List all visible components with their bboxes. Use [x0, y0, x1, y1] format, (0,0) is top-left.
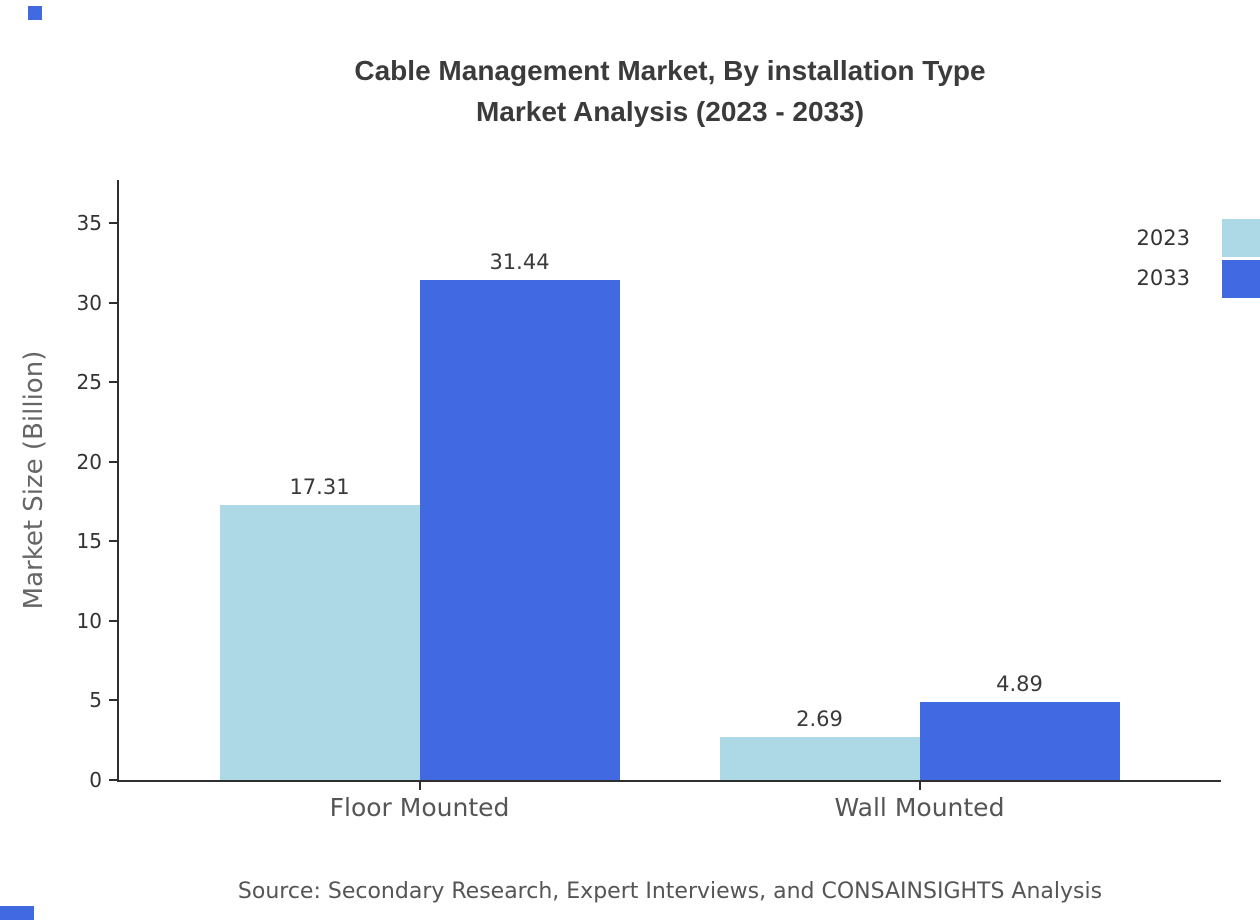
x-tick	[418, 782, 421, 790]
y-tick-label: 10	[76, 608, 102, 633]
y-tick	[109, 779, 117, 781]
watermark-corner-bottom-left	[0, 906, 34, 920]
y-tick-label: 25	[76, 370, 102, 395]
source-note: Source: Secondary Research, Expert Inter…	[237, 879, 1103, 904]
bar-value-label: 17.31	[289, 474, 350, 499]
x-tick	[918, 782, 921, 790]
x-axis-line	[117, 780, 1221, 782]
y-tick-label: 20	[76, 449, 102, 474]
y-tick-label: 30	[76, 290, 102, 315]
bar-value-label: 31.44	[489, 249, 550, 274]
y-tick-label: 35	[76, 211, 102, 235]
chart-title-line-1: Cable Management Market, By installation…	[354, 55, 986, 86]
y-tick	[109, 222, 117, 224]
bar-2033-floor-mounted	[419, 279, 620, 780]
y-tick	[109, 301, 117, 304]
legend-label-2033: 2033	[1136, 266, 1190, 290]
bar-2033-wall-mounted	[919, 702, 1120, 780]
y-tick-label: 0	[89, 768, 102, 792]
y-axis-line	[117, 180, 119, 782]
y-tick	[109, 619, 117, 622]
watermark-corner-top-left	[28, 6, 42, 20]
bar-2023-wall-mounted	[719, 737, 920, 780]
y-tick	[109, 540, 117, 543]
legend-swatch-2033	[1222, 260, 1260, 298]
chart-title-line-2: Market Analysis (2023 - 2033)	[475, 96, 865, 127]
x-category-label-wall-mounted: Wall Mounted	[834, 793, 1005, 822]
chart-title: Cable Management Market, By installation…	[0, 50, 1260, 132]
y-tick	[109, 460, 117, 463]
bar-2023-floor-mounted	[219, 504, 420, 780]
legend-label-2023: 2023	[1136, 226, 1190, 250]
y-tick-label: 15	[76, 529, 102, 554]
legend-swatch-2023	[1222, 219, 1260, 257]
y-tick-label: 5	[89, 688, 102, 713]
y-tick	[109, 381, 117, 384]
x-category-label-floor-mounted: Floor Mounted	[329, 793, 510, 822]
bar-value-label: 2.69	[796, 707, 843, 732]
y-tick	[109, 699, 117, 702]
bar-value-label: 4.89	[996, 672, 1043, 697]
